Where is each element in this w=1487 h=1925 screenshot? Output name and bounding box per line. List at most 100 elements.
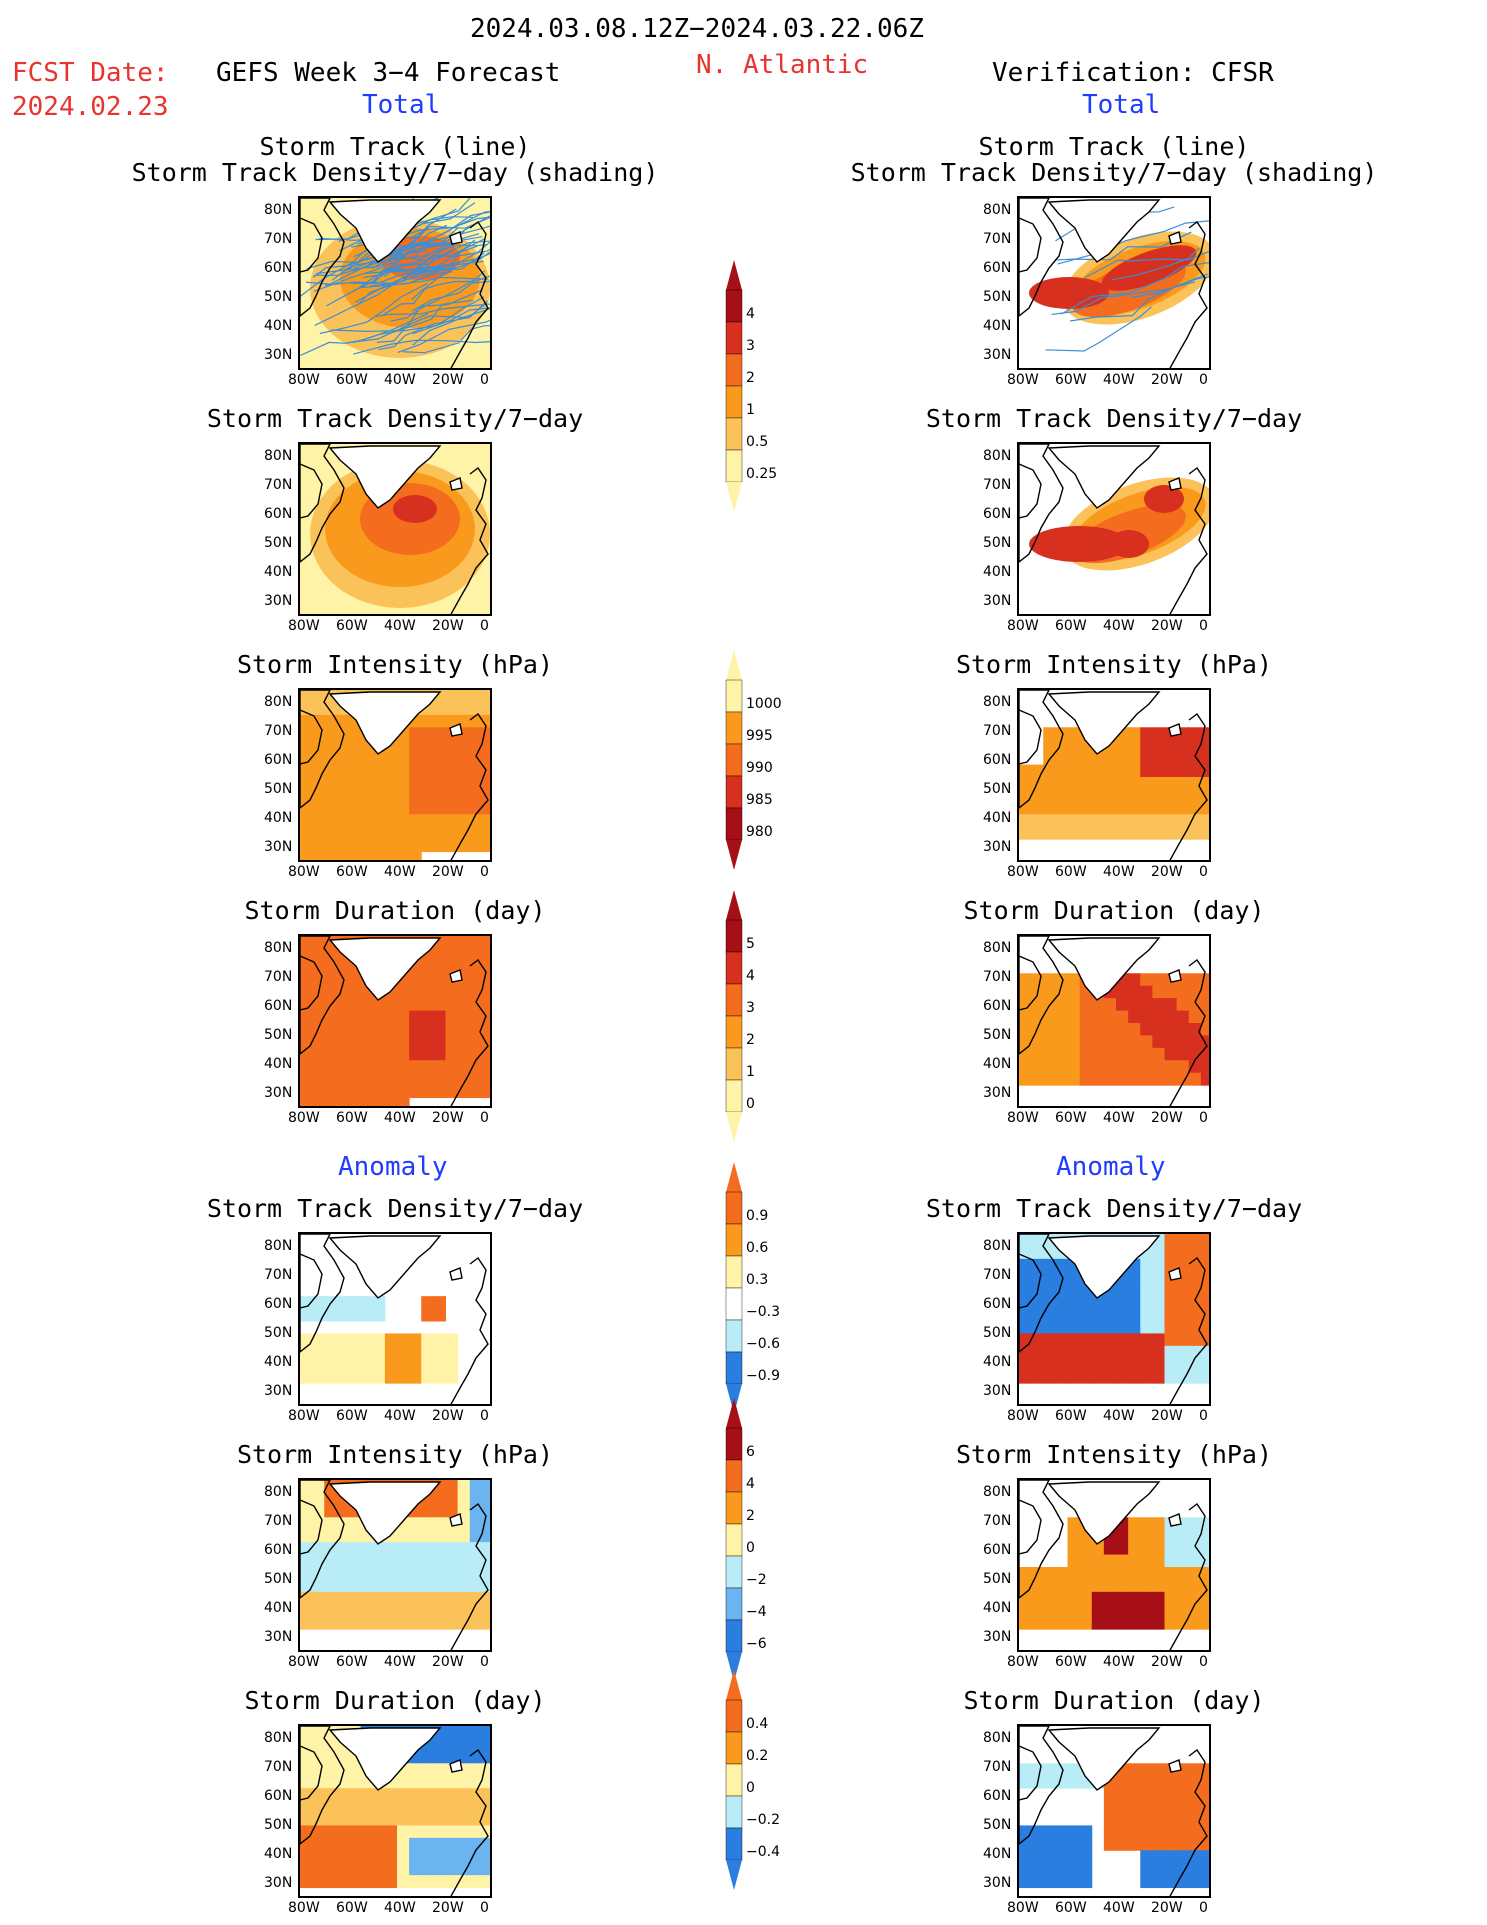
- lon-tick-label: 20W: [1151, 1900, 1183, 1916]
- lat-tick-label: 70N: [264, 969, 293, 985]
- coastlines: [1019, 1726, 1208, 1896]
- lat-tick-label: 50N: [983, 535, 1012, 551]
- map-density-anom-left: [298, 1232, 492, 1406]
- lon-tick-label: 20W: [1151, 372, 1183, 388]
- colorbar-tick-label: 4: [746, 1476, 755, 1492]
- lat-tick-label: 40N: [983, 810, 1012, 826]
- lon-tick-label: 0: [480, 1900, 489, 1916]
- lon-tick-label: 20W: [432, 1654, 464, 1670]
- lat-tick-label: 40N: [264, 810, 293, 826]
- lat-tick-label: 80N: [983, 1730, 1012, 1746]
- coastlines: [1019, 690, 1208, 860]
- lat-tick-label: 40N: [264, 564, 293, 580]
- lon-tick-label: 20W: [432, 864, 464, 880]
- lon-tick-label: 40W: [1103, 1654, 1135, 1670]
- title-duration-anom-right: Storm Duration (day): [963, 1686, 1265, 1715]
- map-density-left: [298, 442, 492, 616]
- coastlines: [1019, 936, 1208, 1106]
- lat-tick-label: 60N: [264, 1296, 293, 1312]
- map-duration-left: [298, 934, 492, 1108]
- lon-tick-label: 80W: [1007, 1408, 1039, 1424]
- lat-tick-label: 30N: [264, 1085, 293, 1101]
- lon-tick-label: 40W: [1103, 618, 1135, 634]
- total-label-left: Total: [362, 90, 441, 120]
- lat-tick-label: 40N: [264, 1056, 293, 1072]
- lat-tick-label: 70N: [264, 723, 293, 739]
- lat-tick-label: 80N: [264, 694, 293, 710]
- lon-tick-label: 40W: [1103, 372, 1135, 388]
- lon-tick-label: 80W: [1007, 618, 1039, 634]
- lat-tick-label: 50N: [983, 781, 1012, 797]
- colorbar-tick-label: 2: [746, 1508, 755, 1524]
- lat-tick-label: 30N: [264, 347, 293, 363]
- lon-tick-label: 60W: [336, 1110, 368, 1126]
- lat-tick-label: 50N: [264, 1027, 293, 1043]
- colorbar-intensity-total: [725, 650, 743, 870]
- lat-tick-label: 60N: [264, 1788, 293, 1804]
- total-label-right: Total: [1082, 90, 1161, 120]
- colorbar-tick-label: 1000: [746, 696, 782, 712]
- lat-tick-label: 40N: [264, 1600, 293, 1616]
- lat-tick-label: 30N: [264, 839, 293, 855]
- lat-tick-label: 50N: [264, 289, 293, 305]
- lat-tick-label: 30N: [983, 1085, 1012, 1101]
- lat-tick-label: 40N: [983, 564, 1012, 580]
- lat-tick-label: 30N: [983, 347, 1012, 363]
- coastlines: [300, 444, 489, 614]
- map-density-right: [1017, 442, 1211, 616]
- lon-tick-label: 60W: [1055, 1408, 1087, 1424]
- lat-tick-label: 30N: [983, 1629, 1012, 1645]
- lon-tick-label: 40W: [384, 372, 416, 388]
- lat-tick-label: 40N: [983, 1354, 1012, 1370]
- colorbar-tick-label: 0: [746, 1780, 755, 1796]
- colorbar-tick-label: 4: [746, 306, 755, 322]
- colorbar-tick-label: −0.9: [746, 1368, 780, 1384]
- map-intensity-right: [1017, 688, 1211, 862]
- lon-tick-label: 40W: [1103, 1408, 1135, 1424]
- lon-tick-label: 0: [1199, 1654, 1208, 1670]
- lat-tick-label: 70N: [983, 477, 1012, 493]
- title-track-line-left: Storm Track (line): [259, 132, 531, 161]
- lat-tick-label: 60N: [983, 752, 1012, 768]
- title-density-right: Storm Track Density/7−day: [925, 404, 1303, 433]
- lon-tick-label: 80W: [288, 372, 320, 388]
- coastlines: [300, 936, 489, 1106]
- intensity-anomaly-grid: [1019, 1517, 1209, 1630]
- colorbar-tick-label: 0: [746, 1096, 755, 1112]
- lat-tick-label: 80N: [983, 1484, 1012, 1500]
- lat-tick-label: 50N: [264, 1571, 293, 1587]
- colorbar-tick-label: 990: [746, 760, 773, 776]
- map-track-right: [1017, 196, 1211, 370]
- colorbar-tick-label: 4: [746, 968, 755, 984]
- lat-tick-label: 50N: [264, 781, 293, 797]
- lat-tick-label: 50N: [983, 1571, 1012, 1587]
- lat-tick-label: 40N: [983, 1056, 1012, 1072]
- lat-tick-label: 30N: [983, 839, 1012, 855]
- lat-tick-label: 60N: [983, 998, 1012, 1014]
- lon-tick-label: 60W: [336, 864, 368, 880]
- lat-tick-label: 30N: [264, 1875, 293, 1891]
- lat-tick-label: 50N: [983, 1817, 1012, 1833]
- colorbar-tick-label: −0.2: [746, 1812, 780, 1828]
- intensity-grid: [1019, 727, 1209, 840]
- colorbar-intensity-anom: [725, 1398, 743, 1682]
- lon-tick-label: 60W: [1055, 1110, 1087, 1126]
- colorbar-tick-label: 3: [746, 1000, 755, 1016]
- lon-tick-label: 0: [1199, 372, 1208, 388]
- title-track-line-right: Storm Track (line): [978, 132, 1250, 161]
- colorbar-tick-label: 980: [746, 824, 773, 840]
- lon-tick-label: 60W: [336, 1654, 368, 1670]
- lat-tick-label: 70N: [983, 1759, 1012, 1775]
- lat-tick-label: 30N: [264, 593, 293, 609]
- colorbar-duration-anom: [725, 1670, 743, 1890]
- map-intensity-anom-left: [298, 1478, 492, 1652]
- lon-tick-label: 40W: [384, 1900, 416, 1916]
- colorbar-tick-label: −0.4: [746, 1844, 780, 1860]
- lon-tick-label: 40W: [384, 1408, 416, 1424]
- lon-tick-label: 0: [1199, 1900, 1208, 1916]
- colorbar-tick-label: −0.3: [746, 1304, 780, 1320]
- anomaly-label-right: Anomaly: [1056, 1152, 1166, 1182]
- lon-tick-label: 0: [480, 1654, 489, 1670]
- density-anomaly-grid: [300, 1296, 459, 1384]
- lon-tick-label: 20W: [432, 1110, 464, 1126]
